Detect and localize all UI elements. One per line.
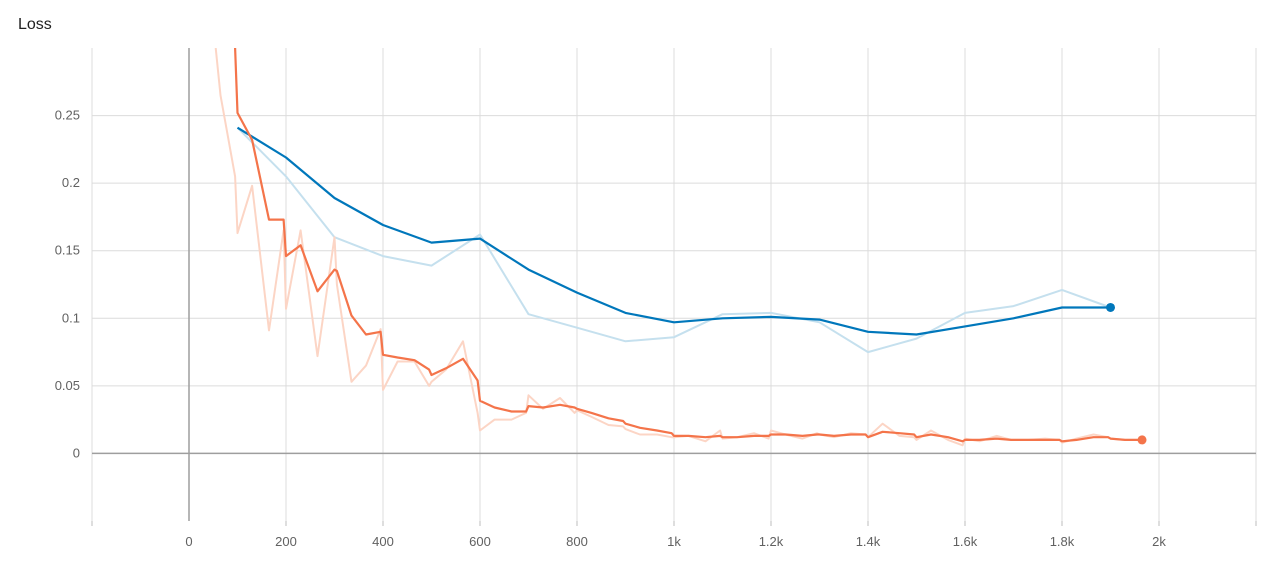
y-tick-label: 0 <box>73 445 80 460</box>
x-tick-label: 600 <box>469 534 491 549</box>
y-tick-label: 0.1 <box>62 310 80 325</box>
y-tick-label: 0.15 <box>55 243 80 258</box>
series-0-raw-line <box>236 126 1111 354</box>
series-1-end-marker[interactable] <box>1137 435 1147 445</box>
y-tick-label: 0.25 <box>55 108 80 123</box>
series-0-smoothed-line <box>236 126 1111 336</box>
y-tick-labels: 0 0.05 0.1 0.15 0.2 0.25 <box>55 108 80 461</box>
x-tick-label: 800 <box>566 534 588 549</box>
grid-lines <box>91 48 1257 526</box>
x-tick-labels: 0 200 400 600 800 1k 1.2k 1.4k 1.6k 1.8k 2k <box>185 534 1166 549</box>
x-tick-label: 400 <box>372 534 394 549</box>
x-tick-label: 2k <box>1152 534 1166 549</box>
chart-title: Loss <box>18 16 52 33</box>
x-tick-label: 1.8k <box>1050 534 1075 549</box>
x-tick-label: 0 <box>185 534 192 549</box>
series-1-smoothed-line <box>234 48 1142 443</box>
y-tick-label: 0.2 <box>62 175 80 190</box>
x-tick-label: 200 <box>275 534 297 549</box>
end-markers <box>1106 302 1147 445</box>
series-0-end-marker[interactable] <box>1106 302 1115 312</box>
x-tick-label: 1k <box>667 534 681 549</box>
smoothed-series-lines <box>234 48 1142 443</box>
x-tick-label: 1.4k <box>856 534 881 549</box>
x-tick-label: 1.6k <box>953 534 978 549</box>
x-tick-label: 1.2k <box>759 534 784 549</box>
axes <box>92 48 1256 521</box>
y-tick-label: 0.05 <box>55 378 80 393</box>
